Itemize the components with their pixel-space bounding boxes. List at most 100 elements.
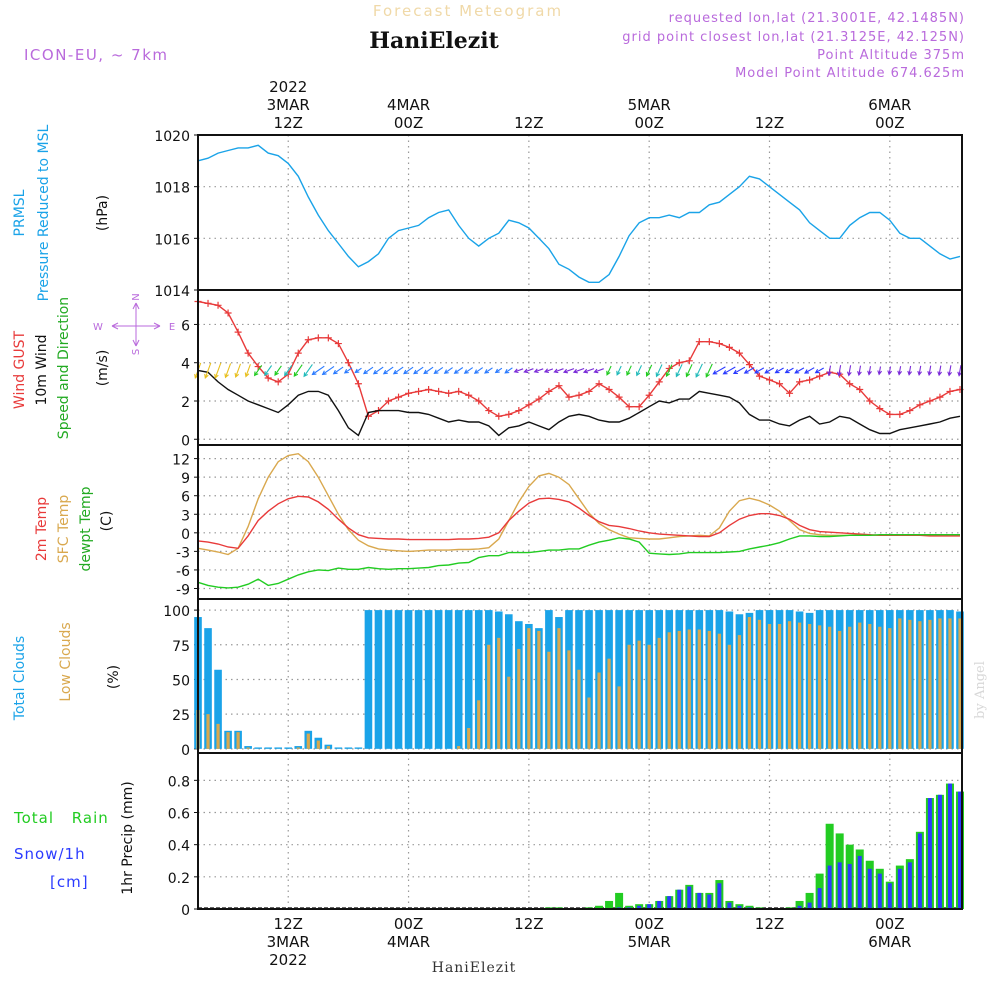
wind-arrow	[857, 365, 862, 377]
snow-bar	[867, 868, 872, 909]
wind-arrow	[867, 366, 872, 376]
wind-gust-marker	[344, 359, 352, 367]
wind-arrow	[484, 367, 493, 374]
wind-gust-marker	[926, 397, 934, 405]
wind-gust-marker	[354, 380, 362, 388]
wind-ytick-label: 0	[181, 433, 190, 449]
wind-arrow	[836, 365, 842, 377]
snow-label: Snow/1h	[14, 845, 86, 863]
low-cloud-bar	[787, 621, 792, 749]
wind-arrow	[695, 363, 703, 378]
wind-gust-marker	[765, 376, 773, 384]
wind-arrow	[937, 365, 943, 377]
wind-ytick-label: 6	[181, 318, 190, 334]
pressure-panel-labels: PRMSL Pressure Reduced to MSL (hPa)	[12, 124, 111, 301]
bottom-time-label: 6MAR	[868, 933, 911, 951]
info-line-4: Model Point Altitude 674.625m	[735, 66, 965, 81]
low-cloud-bar	[878, 626, 882, 749]
wind-gust-marker	[515, 407, 523, 415]
snow-bar	[937, 794, 942, 909]
low-cloud-bar	[677, 630, 681, 749]
total-cloud-bar	[615, 610, 623, 749]
wind-gust-marker	[745, 361, 753, 369]
low-cloud-bar	[767, 623, 772, 749]
low-cloud-bar	[737, 635, 742, 749]
snow-bar	[657, 900, 662, 909]
dewpt-temp-line	[197, 534, 960, 589]
wind-arrow	[494, 367, 503, 374]
bottom-time-label: 12Z	[755, 915, 784, 933]
low-cloud-bar	[757, 619, 762, 749]
info-line-1: requested lon,lat (21.3001E, 42.1485N)	[669, 11, 965, 26]
snow-bar	[727, 902, 732, 909]
wind-gust-marker	[555, 382, 563, 390]
wind-gust-marker	[395, 393, 403, 401]
low-cloud-bar	[747, 617, 752, 749]
snow-bar	[847, 863, 852, 909]
wind-arrow	[675, 364, 683, 378]
wind-arrow	[927, 365, 933, 377]
watermark: by Angel	[973, 661, 988, 719]
wind-gust-marker	[465, 391, 473, 399]
low-cloud-bar	[777, 623, 782, 749]
wind-arrow	[712, 366, 726, 375]
snow-bar	[947, 783, 952, 909]
wind-arrow	[523, 368, 534, 374]
wind-gust-label: Wind GUST	[12, 330, 28, 409]
wind-arrow	[572, 367, 585, 374]
wind-arrow	[284, 364, 293, 377]
low-cloud-bar	[888, 628, 892, 749]
wind-gust-marker	[304, 336, 312, 344]
temp-2m-line	[197, 495, 960, 550]
low-cloud-bar	[918, 621, 922, 749]
low-cloud-bar	[296, 747, 300, 749]
wind-gust-marker	[936, 393, 944, 401]
snow-bar	[897, 868, 902, 909]
snow-bar	[687, 886, 692, 909]
rain-bar	[615, 892, 624, 909]
wind-arrow	[214, 362, 222, 379]
snow-bar	[877, 873, 882, 909]
temp-2m-series	[197, 495, 960, 550]
wind-arrow	[413, 366, 424, 375]
wind-arrow	[877, 366, 883, 376]
wind-gust-marker	[595, 380, 603, 388]
wind-arrow	[321, 365, 335, 376]
bottom-time-label: 4MAR	[387, 933, 430, 951]
low-cloud-bar	[838, 630, 842, 749]
compass-north: N	[131, 293, 142, 300]
top-time-label: 12Z	[514, 114, 543, 132]
total-cloud-bar	[424, 610, 433, 749]
snow-bar	[677, 889, 682, 909]
low-cloud-bar	[537, 630, 541, 749]
wind-arrow	[253, 364, 263, 377]
wind-gust-marker	[575, 391, 583, 399]
top-time-label: 00Z	[634, 114, 663, 132]
low-cloud-bar	[647, 644, 651, 749]
wind-arrow	[303, 364, 313, 378]
low-cloud-bar	[858, 622, 862, 749]
wind-arrow	[846, 365, 852, 377]
precip-panel-labels: Total Rain Snow/1h [cm] 1hr Precip (mm)	[13, 781, 136, 894]
total-cloud-bar	[344, 747, 353, 749]
low-cloud-bar	[236, 732, 240, 749]
wind-gust-marker	[605, 386, 613, 394]
wind-gust-marker	[916, 401, 924, 409]
temp-panel-labels: 2m Temp SFC Temp dewpt Temp (C)	[34, 486, 115, 571]
wind-arrow	[803, 367, 815, 374]
wind-arrow	[814, 367, 824, 374]
temp-grid: -9 -6 -3 0 3 6 9 12	[172, 445, 962, 599]
low-cloud-bar	[868, 623, 872, 749]
precip-ytick-label: 0.8	[168, 774, 190, 790]
wind-arrow	[616, 365, 622, 376]
low-cloud-bar	[657, 637, 661, 749]
wind-10m-line	[197, 369, 961, 437]
wind-arrow	[907, 365, 913, 376]
model-label: ICON-EU, ~ 7km	[24, 46, 169, 64]
dewpt-temp-series	[197, 534, 960, 589]
wind-gust-marker	[886, 410, 894, 418]
low-cloud-bar	[637, 640, 641, 749]
temp-dewpt-label: dewpt Temp	[78, 486, 94, 571]
temp-ytick-label: 9	[181, 471, 190, 487]
